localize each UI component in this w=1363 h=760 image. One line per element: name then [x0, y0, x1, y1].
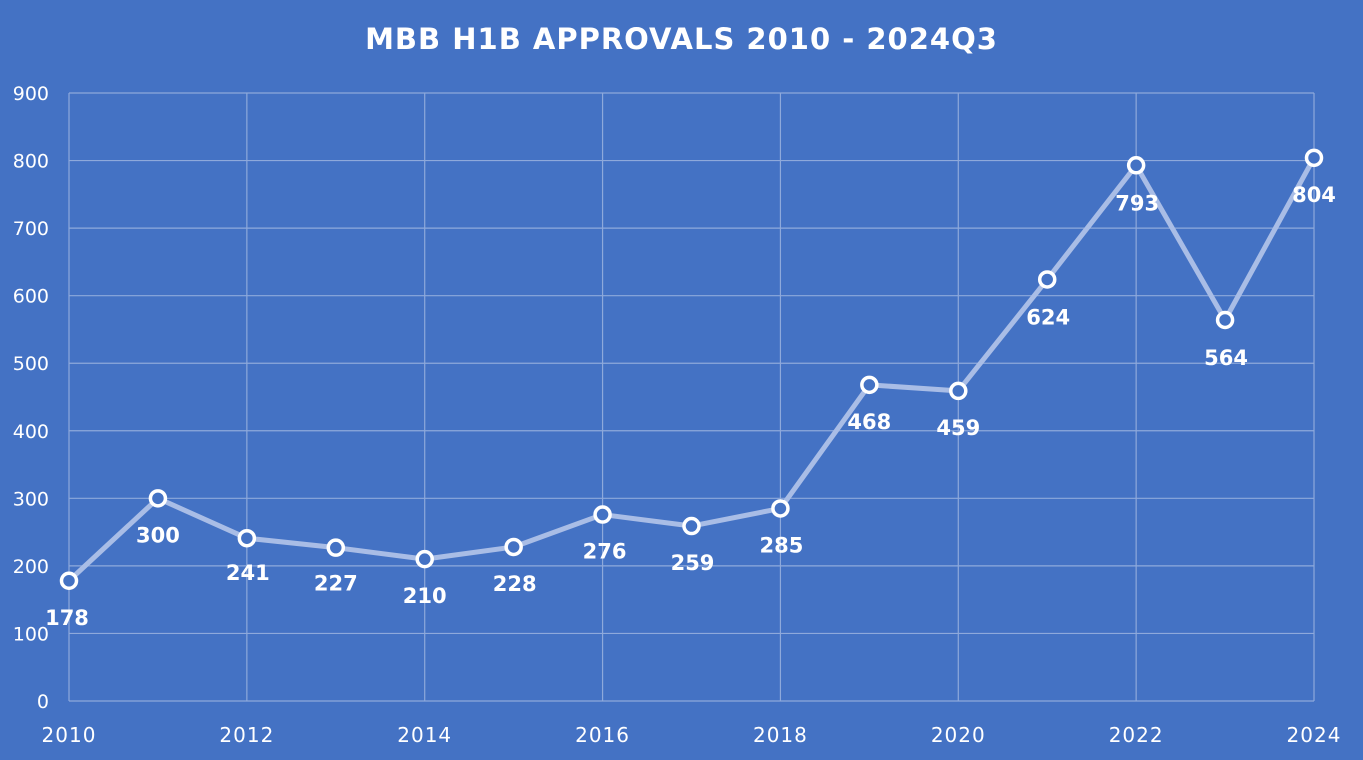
data-label: 285 — [760, 533, 804, 557]
x-tick-label: 2010 — [42, 723, 97, 747]
data-label: 793 — [1115, 191, 1159, 215]
data-label: 300 — [136, 523, 180, 547]
data-label: 178 — [45, 606, 89, 630]
data-label: 241 — [226, 561, 270, 585]
y-tick-label: 600 — [13, 286, 49, 308]
x-tick-label: 2024 — [1287, 723, 1342, 747]
x-tick-label: 2020 — [931, 723, 986, 747]
data-point-marker — [237, 528, 257, 548]
x-tick-label: 2022 — [1109, 723, 1164, 747]
y-tick-label: 900 — [13, 83, 49, 105]
y-tick-label: 200 — [13, 556, 49, 578]
data-point-marker — [415, 549, 434, 569]
x-tick-label: 2014 — [397, 723, 452, 747]
y-tick-label: 700 — [13, 218, 49, 240]
data-labels: 178 300 241 227 210 228 276 259 285 468 459 624 793 5… — [45, 183, 1336, 630]
data-point-marker — [771, 499, 790, 518]
data-label: 210 — [403, 584, 447, 608]
data-label: 227 — [314, 572, 358, 596]
data-point-marker — [504, 537, 523, 557]
data-point-marker — [1037, 270, 1057, 289]
data-point-marker — [1304, 148, 1324, 168]
data-label: 468 — [847, 410, 891, 434]
data-label: 564 — [1204, 346, 1248, 370]
data-label: 624 — [1026, 305, 1070, 329]
x-tick-label: 2016 — [575, 723, 630, 747]
data-point-marker — [593, 505, 612, 524]
x-axis-ticks: 2010 2012 2014 2016 2018 2020 2022 2024 — [42, 723, 1342, 747]
y-tick-label: 500 — [13, 353, 49, 375]
data-label: 259 — [671, 551, 715, 575]
chart-title: MBB H1B APPROVALS 2010 - 2024Q3 — [365, 22, 998, 56]
x-tick-label: 2018 — [753, 723, 808, 747]
x-tick-label: 2012 — [219, 723, 274, 747]
data-point-marker — [682, 516, 701, 536]
data-point-marker — [59, 571, 79, 591]
data-point-marker — [148, 489, 168, 508]
data-label: 804 — [1292, 183, 1336, 207]
data-point-marker — [860, 375, 879, 395]
y-tick-label: 400 — [13, 421, 49, 443]
data-points — [59, 148, 1324, 591]
data-point-marker — [326, 538, 346, 557]
data-label: 459 — [936, 416, 980, 440]
y-tick-label: 800 — [13, 151, 49, 173]
y-tick-label: 300 — [13, 488, 49, 510]
data-point-marker — [1215, 310, 1235, 330]
gridlines — [68, 92, 1315, 702]
data-point-marker — [1126, 156, 1146, 175]
y-tick-label: 100 — [13, 623, 49, 645]
data-point-marker — [949, 381, 968, 401]
y-tick-label: 0 — [37, 691, 49, 713]
y-axis-ticks: 0 100 200 300 400 500 600 700 800 900 — [13, 83, 49, 713]
data-label: 276 — [583, 540, 627, 564]
data-label: 228 — [493, 572, 537, 596]
